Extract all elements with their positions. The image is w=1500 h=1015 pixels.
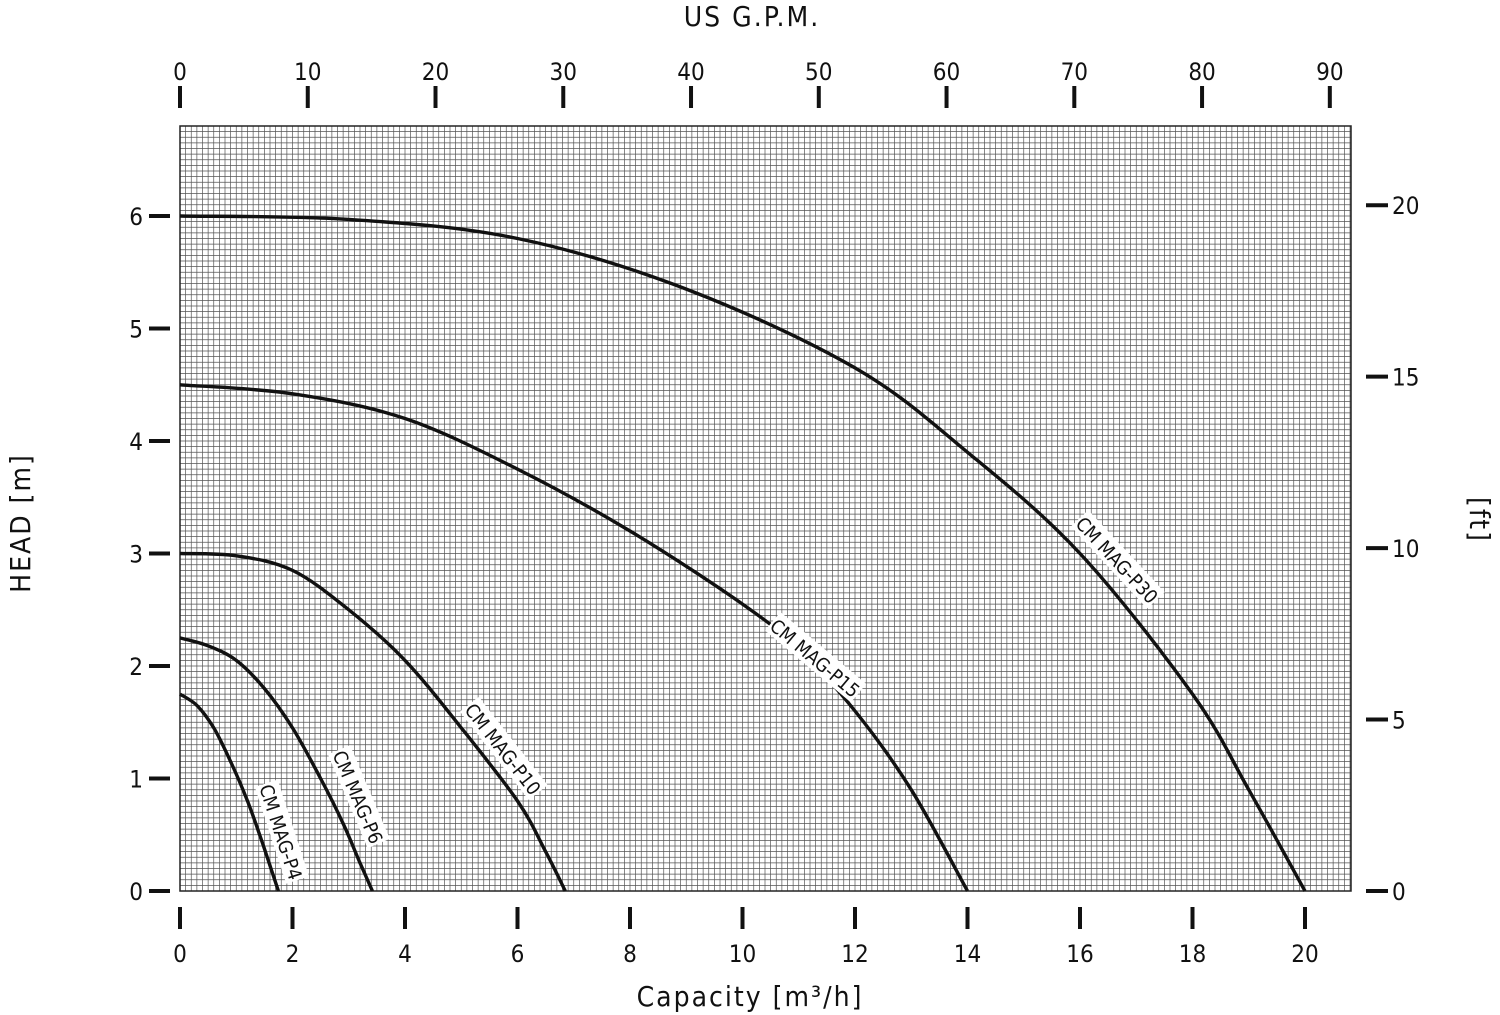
x-tick-label: 0 [173,940,187,968]
top-tick-label: 70 [1061,58,1088,86]
x-axis-title: Capacity [m³/h] [637,980,864,1013]
curve-label-bg [1070,510,1165,609]
top-axis-title: US G.P.M. [684,0,821,33]
curve-label-bg [254,779,310,884]
plot-grid [179,125,1352,892]
right-tick-label: 10 [1392,535,1419,563]
curve-cm-mag-p30 [179,214,1307,892]
top-tick-label: 60 [933,58,960,86]
top-tick-label: 0 [173,58,187,86]
right-tick-label: 5 [1392,707,1406,735]
plot-border [179,125,1352,892]
y-tick-label: 6 [129,203,143,231]
curve-cm-mag-p6 [179,636,374,892]
top-tick-label: 50 [805,58,832,86]
y-tick-label: 5 [129,316,143,344]
right-tick-label: 15 [1392,364,1419,392]
x-tick-label: 4 [398,940,412,968]
curve-cm-mag-p4 [179,692,281,892]
x-tick-label: 16 [1066,940,1093,968]
top-tick-label: 10 [294,58,321,86]
right-axis-title: [ft] [1463,497,1496,543]
y-tick-label: 4 [129,428,143,456]
y-tick-label: 0 [129,878,143,906]
top-tick-label: 90 [1316,58,1343,86]
x-tick-label: 8 [623,940,637,968]
top-tick-label: 30 [550,58,577,86]
curve-cm-mag-p15 [179,383,969,892]
y-tick-label: 1 [129,766,143,794]
x-tick-label: 14 [954,940,981,968]
y-axis-title: HEAD [m] [4,453,37,593]
right-tick-label: 20 [1392,192,1419,220]
x-tick-label: 12 [841,940,868,968]
x-tick-label: 10 [729,940,756,968]
x-tick-label: 6 [511,940,525,968]
right-tick-label: 0 [1392,878,1406,906]
curve-label-bg [459,696,548,800]
top-tick-label: 20 [422,58,449,86]
curve-label-bg [765,612,867,703]
x-tick-label: 20 [1291,940,1318,968]
x-tick-label: 2 [286,940,300,968]
curve-label-bg [327,745,390,849]
top-tick-label: 80 [1188,58,1215,86]
curve-cm-mag-p10 [179,551,567,892]
x-tick-label: 18 [1179,940,1206,968]
y-tick-label: 2 [129,653,143,681]
y-tick-label: 3 [129,541,143,569]
top-tick-label: 40 [677,58,704,86]
curves [179,214,1307,892]
